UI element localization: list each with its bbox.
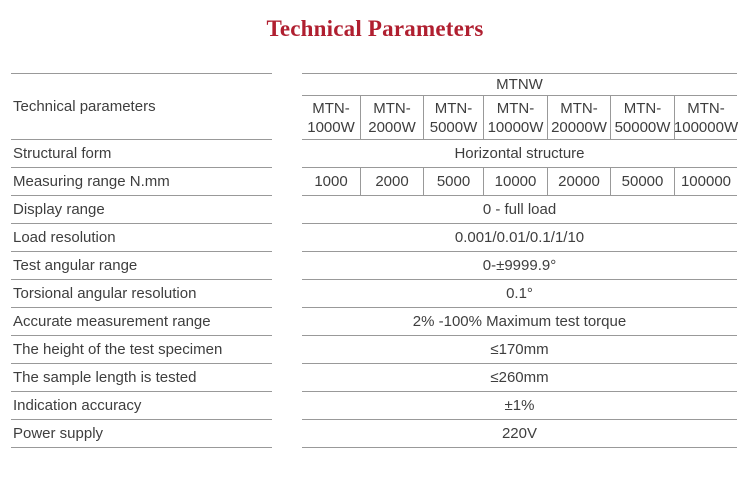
measuring-range-cell: 10000 [483,168,547,195]
model-name-line2: 5000W [429,118,478,136]
model-header-cell: MTN- 100000W [673,96,739,139]
measuring-range-cell: 50000 [610,168,674,195]
value-measuring-range-row: 1000 2000 5000 10000 20000 50000 100000 [302,168,737,196]
row-label-measuring-range: Measuring range N.mm [11,168,272,196]
page-title: Technical Parameters [266,16,484,41]
value-test-angular-range: 0-±9999.9° [302,252,737,280]
row-label-indication-accuracy: Indication accuracy [11,392,272,420]
model-name-line1: MTN- [373,99,411,117]
series-header: MTNW [302,73,737,96]
measuring-range-cell: 100000 [674,168,737,195]
value-power-supply: 220V [302,420,737,448]
value-specimen-height: ≤170mm [302,336,737,364]
row-label-technical-parameters: Technical parameters [11,73,272,140]
model-name-line2: 10000W [487,118,544,136]
model-name-line2: 1000W [307,118,355,136]
measuring-range-cell: 20000 [547,168,610,195]
model-name-line1: MTN- [687,99,725,117]
model-header-cell: MTN- 5000W [423,96,483,139]
model-name-line1: MTN- [560,99,598,117]
value-indication-accuracy: ±1% [302,392,737,420]
model-name-line2: 100000W [673,118,739,136]
model-header-cell: MTN- 10000W [483,96,547,139]
row-label-sample-length: The sample length is tested [11,364,272,392]
value-sample-length: ≤260mm [302,364,737,392]
model-header-cell: MTN- 20000W [547,96,610,139]
row-label-specimen-height: The height of the test specimen [11,336,272,364]
model-header-row: MTN- 1000W MTN- 2000W MTN- 5000W MTN- 10… [302,96,739,140]
value-torsional-angular-resolution: 0.1° [302,280,737,308]
model-name-line1: MTN- [623,99,662,117]
value-load-resolution: 0.001/0.01/0.1/1/10 [302,224,737,252]
measuring-range-cell: 1000 [314,173,348,190]
model-name-line1: MTN- [496,99,535,117]
model-name-line1: MTN- [312,99,350,117]
model-name-line2: 2000W [368,118,416,136]
model-header-cell: MTN- 2000W [360,96,423,139]
row-label-load-resolution: Load resolution [11,224,272,252]
technical-parameters-table: Technical parameters Structural form Mea… [11,73,739,448]
row-label-structural-form: Structural form [11,140,272,168]
measuring-range-cell: 2000 [360,168,423,195]
model-name-line1: MTN- [434,99,473,117]
model-name-line2: 20000W [551,118,607,136]
value-display-range: 0 - full load [302,196,737,224]
value-structural-form: Horizontal structure [302,140,737,168]
values-column: MTNW MTN- 1000W MTN- 2000W MTN- 5000W MT… [302,73,739,448]
measuring-range-cell: 5000 [423,168,483,195]
value-accurate-measurement-range: 2% -100% Maximum test torque [302,308,737,336]
model-header-cell: MTN- 1000W [302,96,360,139]
row-label-test-angular-range: Test angular range [11,252,272,280]
model-header-cell: MTN- 50000W [610,96,674,139]
row-label-display-range: Display range [11,196,272,224]
labels-column: Technical parameters Structural form Mea… [11,73,272,448]
model-name-line2: 50000W [614,118,671,136]
row-label-accurate-measurement-range: Accurate measurement range [11,308,272,336]
row-label-power-supply: Power supply [11,420,272,448]
row-label-torsional-angular-resolution: Torsional angular resolution [11,280,272,308]
